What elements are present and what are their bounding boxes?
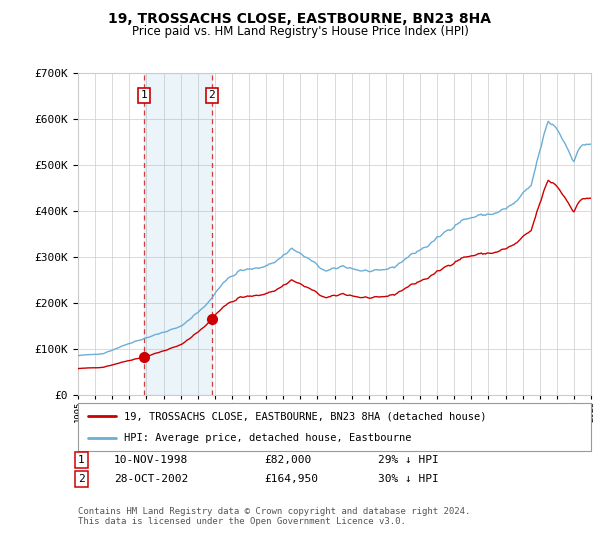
Text: Price paid vs. HM Land Registry's House Price Index (HPI): Price paid vs. HM Land Registry's House … (131, 25, 469, 38)
Text: 2: 2 (209, 90, 215, 100)
Text: 2: 2 (78, 474, 85, 484)
Text: 10-NOV-1998: 10-NOV-1998 (114, 455, 188, 465)
Text: 28-OCT-2002: 28-OCT-2002 (114, 474, 188, 484)
Text: 19, TROSSACHS CLOSE, EASTBOURNE, BN23 8HA: 19, TROSSACHS CLOSE, EASTBOURNE, BN23 8H… (109, 12, 491, 26)
Text: Contains HM Land Registry data © Crown copyright and database right 2024.
This d: Contains HM Land Registry data © Crown c… (78, 507, 470, 526)
Bar (144, 73, 212, 395)
Text: 19, TROSSACHS CLOSE, EASTBOURNE, BN23 8HA (detached house): 19, TROSSACHS CLOSE, EASTBOURNE, BN23 8H… (124, 411, 487, 421)
Text: 1: 1 (78, 455, 85, 465)
Text: £82,000: £82,000 (264, 455, 311, 465)
Text: 30% ↓ HPI: 30% ↓ HPI (378, 474, 439, 484)
Text: HPI: Average price, detached house, Eastbourne: HPI: Average price, detached house, East… (124, 433, 412, 443)
Text: 1: 1 (141, 90, 148, 100)
Text: 29% ↓ HPI: 29% ↓ HPI (378, 455, 439, 465)
Text: £164,950: £164,950 (264, 474, 318, 484)
